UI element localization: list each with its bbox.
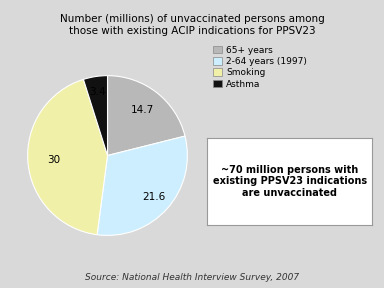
Wedge shape <box>108 76 185 156</box>
Wedge shape <box>28 79 108 235</box>
Text: 3.4: 3.4 <box>89 87 106 97</box>
Text: 21.6: 21.6 <box>142 192 166 202</box>
Text: 30: 30 <box>47 155 60 165</box>
Text: Source: National Health Interview Survey, 2007: Source: National Health Interview Survey… <box>85 273 299 282</box>
Wedge shape <box>83 76 108 156</box>
Text: Number (millions) of unvaccinated persons among
those with existing ACIP indicat: Number (millions) of unvaccinated person… <box>60 14 324 36</box>
Text: 14.7: 14.7 <box>131 105 154 115</box>
Text: ~70 million persons with
existing PPSV23 indications
are unvaccinated: ~70 million persons with existing PPSV23… <box>213 165 367 198</box>
Legend: 65+ years, 2-64 years (1997), Smoking, Asthma: 65+ years, 2-64 years (1997), Smoking, A… <box>212 45 308 89</box>
Wedge shape <box>97 136 187 235</box>
